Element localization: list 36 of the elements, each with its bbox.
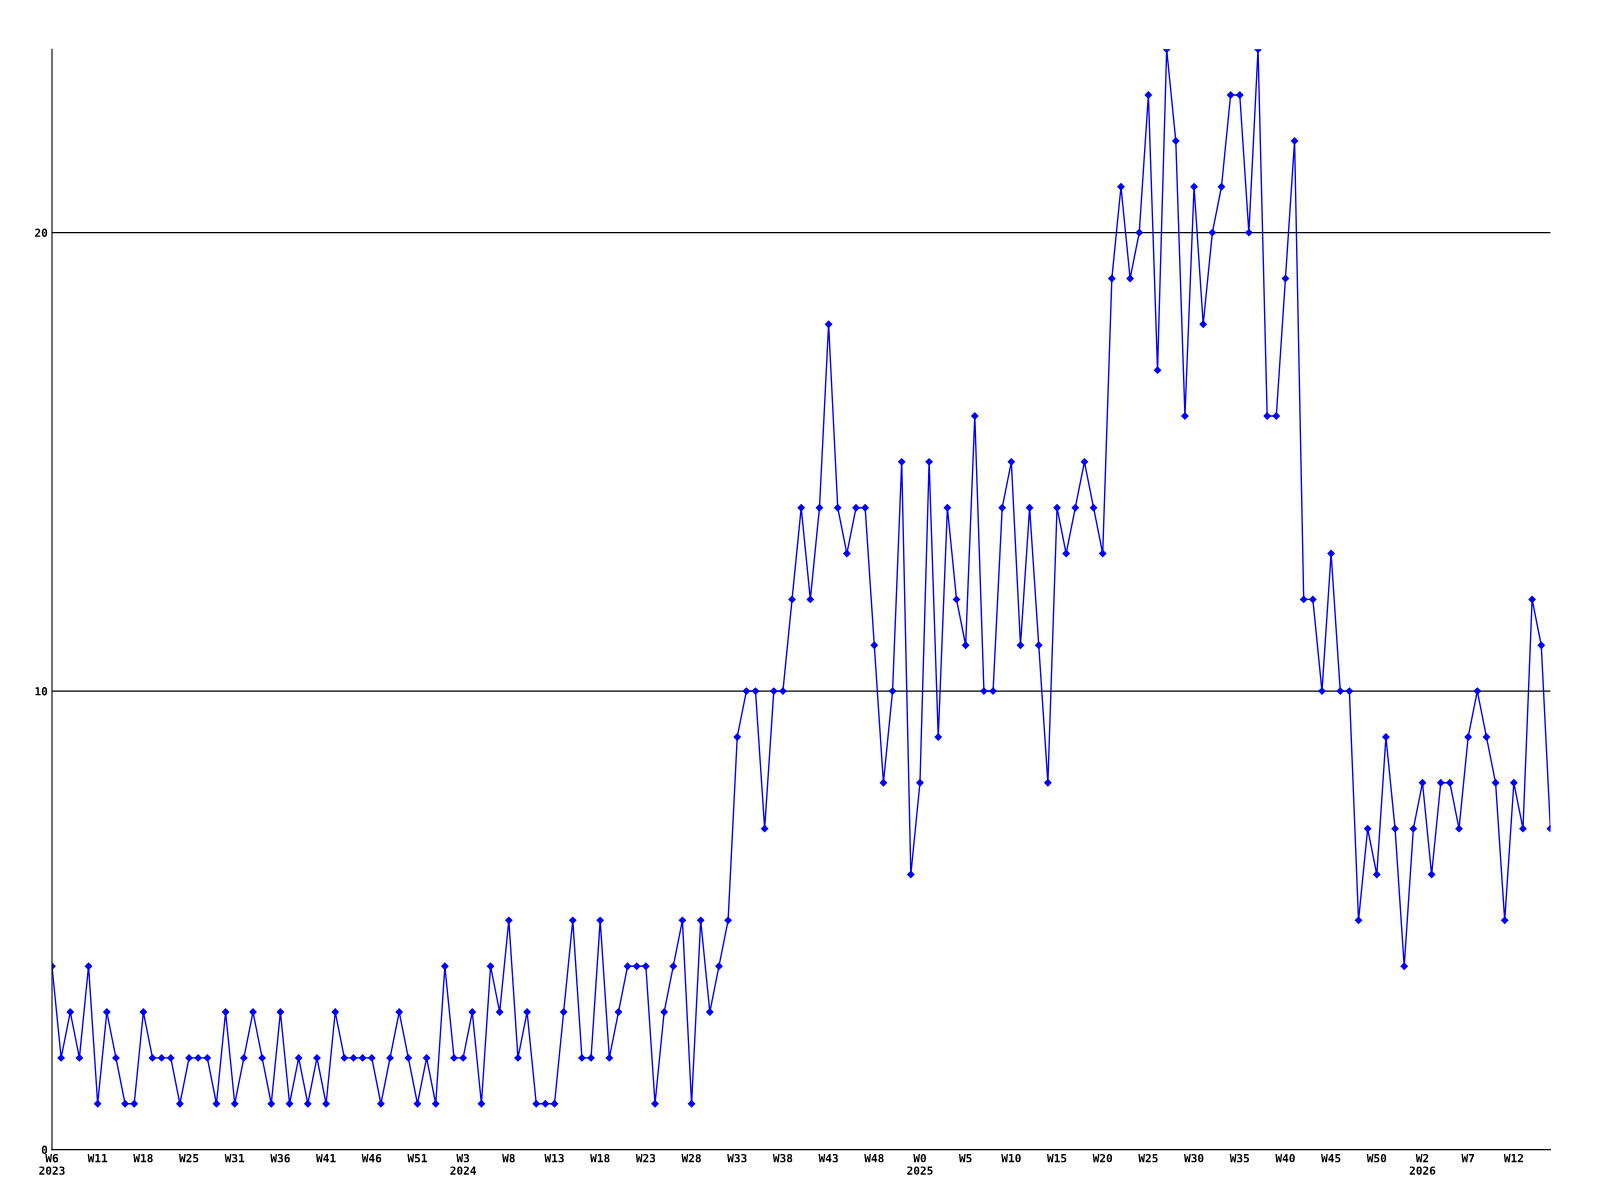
- x-tick-label: W31: [224, 1153, 245, 1163]
- x-tick-label: W43: [818, 1153, 838, 1163]
- x-tick-label: W8: [502, 1153, 515, 1163]
- y-tick-label: 10: [35, 687, 48, 696]
- x-tick-label: W3 2024: [450, 1153, 477, 1175]
- x-tick-label: W28: [681, 1153, 701, 1163]
- x-tick-label: W50: [1366, 1153, 1387, 1163]
- x-tick-label: W15: [1046, 1154, 1067, 1163]
- x-tick-label: W25: [179, 1153, 199, 1163]
- x-tick-label: W45: [1321, 1154, 1341, 1163]
- x-tick-label: W2 2026: [1409, 1153, 1436, 1175]
- x-tick-label: W48: [864, 1153, 884, 1163]
- x-tick-label: W0 2025: [907, 1153, 933, 1175]
- x-tick-label: W41: [316, 1154, 336, 1163]
- y-tick-label: 20: [35, 228, 48, 237]
- x-tick-label: W25: [1138, 1153, 1158, 1163]
- x-tick-label: W46: [361, 1153, 382, 1163]
- x-tick-label: W40: [1275, 1153, 1295, 1163]
- x-tick-label: W7: [1461, 1154, 1475, 1163]
- x-tick-label: W12: [1503, 1153, 1523, 1163]
- x-tick-label: W5: [958, 1154, 972, 1163]
- x-tick-label: W11: [87, 1154, 108, 1163]
- x-tick-label: W35: [1229, 1153, 1250, 1163]
- x-tick-label: W38: [772, 1153, 793, 1163]
- x-tick-label: W13: [544, 1153, 564, 1163]
- x-tick-label: W30: [1184, 1153, 1204, 1163]
- y-tick-label: 0: [41, 1145, 48, 1154]
- x-tick-label: W18: [590, 1153, 610, 1163]
- x-tick-label: W10: [1001, 1153, 1021, 1163]
- x-tick-label: W36: [270, 1153, 290, 1163]
- x-tick-label: W33: [727, 1153, 747, 1163]
- x-tick-label: W6 2023: [39, 1153, 65, 1175]
- x-tick-label: W20: [1092, 1153, 1113, 1163]
- x-tick-label: W51: [407, 1154, 427, 1163]
- x-tick-label: W23: [635, 1153, 656, 1163]
- x-tick-label: W18: [133, 1153, 153, 1163]
